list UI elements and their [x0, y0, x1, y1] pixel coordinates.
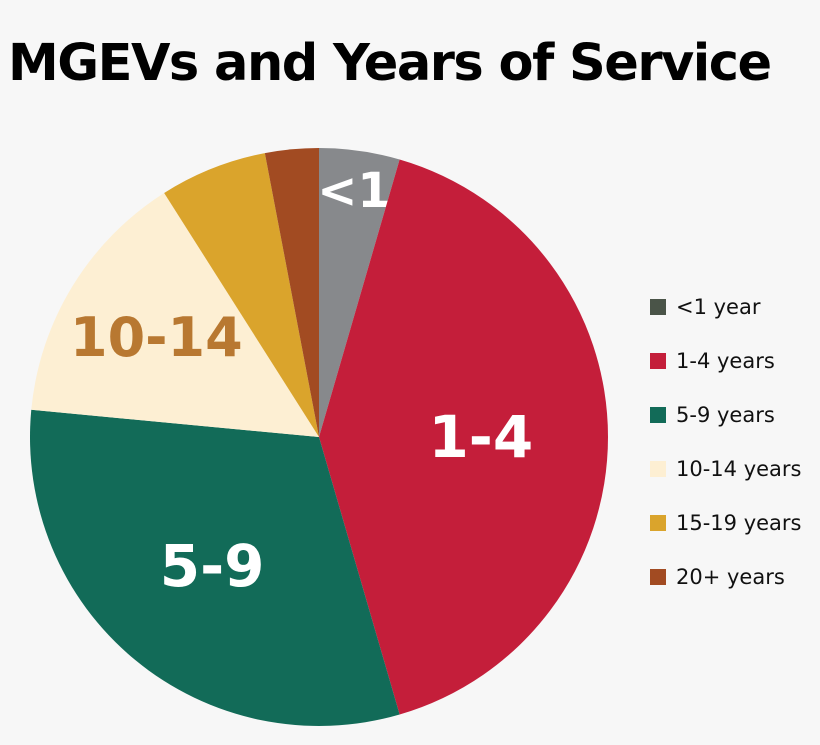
- legend-swatch: [650, 407, 666, 423]
- pie-slice-4: [164, 153, 319, 437]
- pie-slice-2: [30, 409, 400, 726]
- legend-swatch: [650, 461, 666, 477]
- legend-swatch: [650, 353, 666, 369]
- legend-label: 5-9 years: [676, 403, 775, 427]
- legend-item: 15-19 years: [650, 496, 802, 550]
- legend-label: 20+ years: [676, 565, 785, 589]
- legend-item: 20+ years: [650, 550, 802, 604]
- legend-item: 10-14 years: [650, 442, 802, 496]
- legend-swatch: [650, 569, 666, 585]
- legend-label: 10-14 years: [676, 457, 802, 481]
- slice-label-3: 10-14: [70, 306, 243, 369]
- pie-slice-3: [31, 192, 319, 437]
- legend-item: 5-9 years: [650, 388, 802, 442]
- legend-item: 1-4 years: [650, 334, 802, 388]
- legend-label: <1 year: [676, 295, 761, 319]
- slice-label-0: <1: [317, 163, 391, 219]
- legend-label: 1-4 years: [676, 349, 775, 373]
- legend-swatch: [650, 515, 666, 531]
- pie-slice-0: [319, 148, 400, 437]
- legend: <1 year 1-4 years 5-9 years 10-14 years 15-1…: [650, 280, 802, 604]
- pie-slice-1: [319, 159, 609, 715]
- slice-label-1: 1-4: [428, 403, 533, 471]
- pie-slice-5: [264, 148, 319, 437]
- chart-title: MGEVs and Years of Service: [8, 34, 772, 93]
- legend-label: 15-19 years: [676, 511, 802, 535]
- legend-item: <1 year: [650, 280, 802, 334]
- slice-label-2: 5-9: [160, 532, 265, 600]
- legend-swatch: [650, 299, 666, 315]
